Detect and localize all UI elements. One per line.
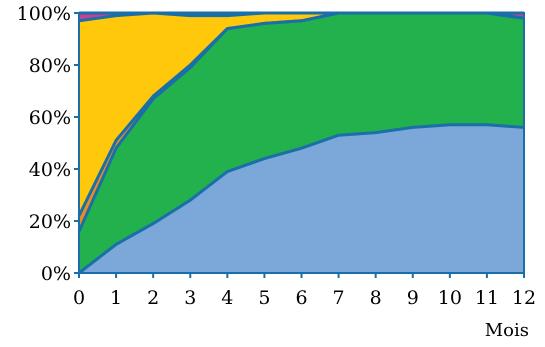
y-tick-label: 60% — [29, 107, 71, 129]
axes — [74, 12, 525, 278]
x-tick-label: 4 — [221, 287, 233, 309]
y-tick-labels: 0% 20% 40% 60% 80% 100% — [17, 3, 71, 285]
x-tick-label: 0 — [73, 287, 85, 309]
x-tick-labels: 0 1 2 3 4 5 6 7 8 9 10 11 12 — [73, 287, 536, 309]
series-areas — [79, 13, 524, 273]
x-tick-label: 5 — [258, 287, 270, 309]
x-tick-label: 2 — [147, 287, 159, 309]
boundary-line-series-1 — [78, 123, 525, 275]
x-tick-label: 3 — [184, 287, 196, 309]
x-axis-title: Mois — [485, 320, 529, 341]
area-series-1 — [79, 124, 524, 273]
x-tick-label: 11 — [475, 287, 499, 309]
y-tick-label: 80% — [29, 55, 71, 77]
y-tick-label: 20% — [29, 211, 71, 233]
x-tick-label: 9 — [407, 287, 419, 309]
x-tick-label: 10 — [438, 287, 462, 309]
x-tick-label: 7 — [333, 287, 345, 309]
y-tick-label: 40% — [29, 159, 71, 181]
y-tick-label: 100% — [17, 3, 71, 25]
x-tick-label: 8 — [370, 287, 382, 309]
area-series-2 — [79, 13, 524, 273]
x-tick-label: 6 — [295, 287, 307, 309]
x-tick-label: 1 — [110, 287, 122, 309]
y-tick-label: 0% — [41, 263, 71, 285]
x-tick-label: 12 — [512, 287, 536, 309]
